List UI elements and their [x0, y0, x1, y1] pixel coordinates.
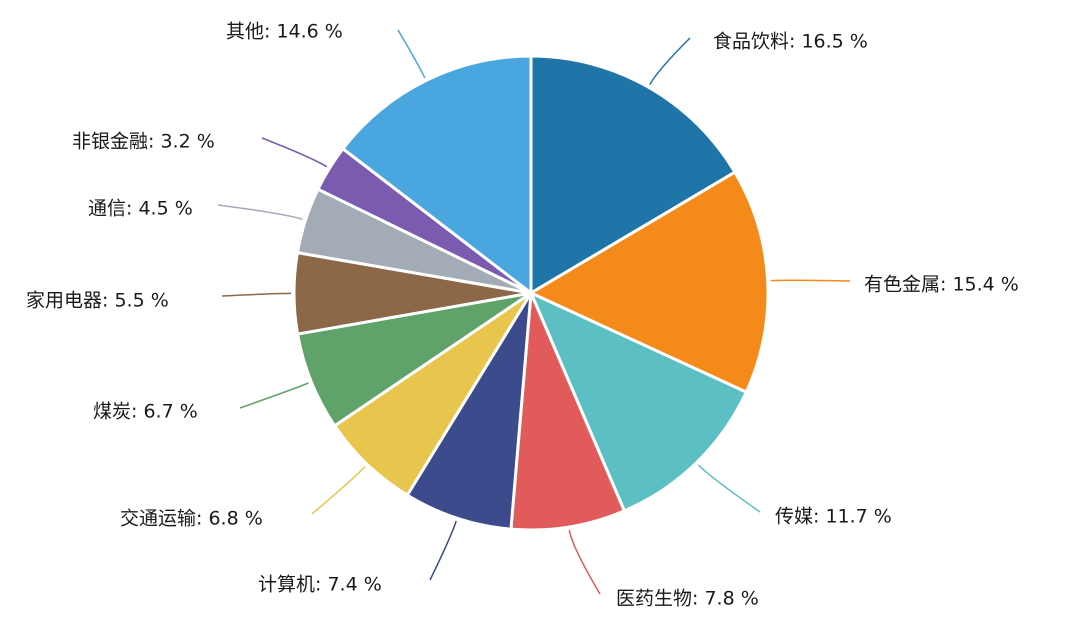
slice-7-leader-line: [239, 382, 309, 409]
slice-11-label: 其他: 14.6 %: [226, 21, 343, 43]
pie-slices: [292, 54, 770, 532]
slice-4-leader-line: [568, 529, 601, 595]
slice-2-leader-line: [770, 279, 851, 282]
slice-2-wedge: [529, 170, 770, 394]
slice-3-wedge: [529, 291, 748, 513]
slice-9-label: 通信: 4.5 %: [88, 198, 193, 220]
slice-4-wedge: [509, 291, 626, 532]
slice-6-leader-line: [311, 465, 366, 515]
slice-5-wedge: [405, 291, 533, 531]
slice-11-leader-line: [397, 29, 426, 79]
slice-1-wedge: [529, 54, 737, 295]
slice-1-leader-line: [649, 37, 691, 85]
slice-1-label: 食品饮料: 16.5 %: [713, 31, 868, 53]
slice-4-label: 医药生物: 7.8 %: [616, 588, 759, 610]
slice-8-leader-line: [221, 292, 292, 297]
slice-10-leader-line: [261, 137, 328, 168]
slice-5-label: 计算机: 7.4 %: [258, 574, 382, 596]
slice-10-label: 非银金融: 3.2 %: [72, 131, 215, 153]
slice-5-leader-line: [429, 520, 457, 581]
slice-3-label: 传媒: 11.7 %: [775, 506, 892, 528]
slice-labels: 食品饮料: 16.5 % 有色金属: 15.4 % 传媒: 11.7 % 医药生物: …: [26, 21, 1019, 610]
slice-2-label: 有色金属: 15.4 %: [864, 274, 1019, 296]
slice-6-label: 交通运输: 6.8 %: [120, 508, 263, 530]
slice-8-label: 家用电器: 5.5 %: [26, 290, 169, 312]
slice-3-leader-line: [697, 464, 761, 513]
slice-11-wedge: [341, 54, 533, 295]
slice-9-leader-line: [217, 204, 303, 221]
leader-lines: [217, 29, 851, 595]
slice-7-label: 煤炭: 6.7 %: [93, 401, 198, 423]
